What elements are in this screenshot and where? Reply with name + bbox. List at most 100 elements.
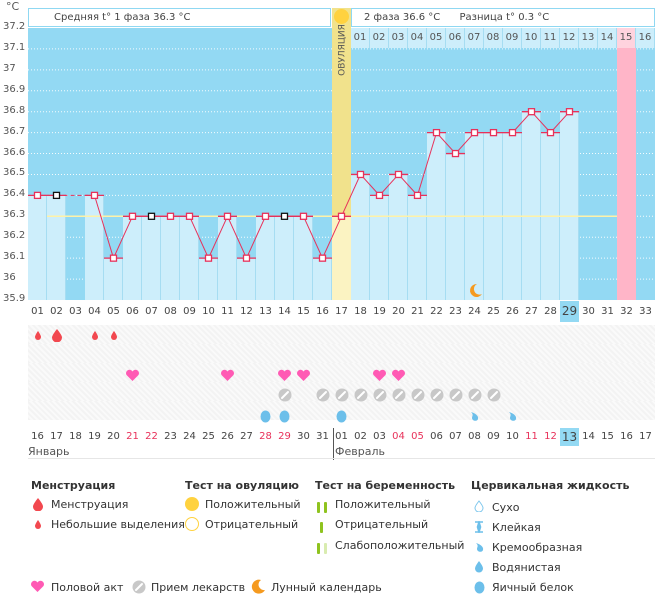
temperature-line (227, 216, 247, 259)
cervical-event[interactable] (332, 408, 351, 424)
bbt-chart: ОВУЛЯЦИЯ (28, 8, 655, 300)
pill-icon (392, 388, 405, 402)
menstruation-event[interactable] (85, 327, 104, 343)
pill-icon (468, 388, 481, 402)
month-divider (333, 428, 334, 460)
temperature-point (185, 212, 194, 220)
temperature-point (166, 212, 175, 220)
temperature-point (318, 254, 327, 262)
intercourse-event[interactable] (389, 367, 408, 383)
cervical-event[interactable] (275, 408, 294, 424)
intercourse-event[interactable] (294, 367, 313, 383)
phase1-summary: Средняя t° 1 фаза 36.3 °С (28, 8, 331, 27)
temperature-point (204, 254, 213, 262)
cervical-creamy-icon (476, 543, 484, 552)
next-cycle-day: 12 (560, 28, 579, 48)
temperature-point (337, 212, 346, 220)
temperature-line (189, 216, 209, 259)
temperature-bar (123, 216, 142, 300)
legend-pregnancy-weak: Слабоположительный (335, 539, 465, 552)
legend-spotting: Небольшие выделения (51, 518, 185, 531)
menstruation-event[interactable] (104, 327, 123, 343)
calendar-date: 28 (259, 431, 272, 442)
medication-event[interactable] (351, 387, 370, 403)
medication-event[interactable] (427, 387, 446, 403)
intercourse-event[interactable] (370, 367, 389, 383)
heart-icon (126, 369, 139, 381)
y-tick-label: 36.8 (3, 104, 26, 116)
medication-event[interactable] (389, 387, 408, 403)
next-cycle-day: 04 (408, 28, 427, 48)
medication-event[interactable] (408, 387, 427, 403)
heart-icon (297, 369, 310, 381)
temperature-point (565, 108, 574, 116)
intercourse-event[interactable] (123, 367, 142, 383)
phase2-average: 2 фаза 36.6 °С (364, 12, 441, 23)
intercourse-heart-icon (31, 580, 44, 592)
cervical-event[interactable] (465, 408, 484, 424)
pill-icon (278, 388, 291, 402)
medication-event[interactable] (446, 387, 465, 403)
calendar-date: 17 (50, 431, 63, 442)
menstruation-event[interactable] (28, 327, 47, 343)
calendar-date: 03 (373, 431, 386, 442)
cycle-day-label: 23 (449, 306, 462, 317)
next-cycle-day: 05 (427, 28, 446, 48)
next-cycle-day: 16 (636, 28, 655, 48)
moon-icon (251, 579, 265, 594)
cycle-day-label: 03 (69, 306, 82, 317)
y-tick-label: 36 (3, 272, 16, 284)
cycle-day-label: 18 (354, 306, 367, 317)
medication-event[interactable] (313, 387, 332, 403)
legend-ovulation-negative: Отрицательный (205, 518, 299, 531)
cycle-day-label: 27 (525, 306, 538, 317)
eggwhite-icon (336, 410, 347, 423)
temperature-bar (389, 174, 408, 300)
menstruation-event[interactable] (47, 327, 66, 343)
intercourse-event[interactable] (275, 367, 294, 383)
eggwhite-icon (260, 410, 271, 423)
y-tick-label: 36.1 (3, 251, 26, 263)
next-cycle-day: 09 (503, 28, 522, 48)
temperature-bar (275, 216, 294, 300)
medication-event[interactable] (370, 387, 389, 403)
phase1-average: Средняя t° 1 фаза 36.3 °С (54, 12, 191, 23)
y-tick-label: 36.7 (3, 125, 26, 137)
medication-event[interactable] (484, 387, 503, 403)
cycle-day-label: 08 (164, 306, 177, 317)
calendar-date: 06 (430, 431, 443, 442)
calendar-date: 31 (316, 431, 329, 442)
calendar-date: 10 (506, 431, 519, 442)
pill-icon (373, 388, 386, 402)
temperature-point (489, 128, 498, 137)
cycle-day-label: 26 (506, 306, 519, 317)
temperature-bar (351, 174, 370, 300)
calendar-date: 12 (544, 431, 557, 442)
spotting-drop-icon (91, 330, 98, 340)
temperature-bar (294, 216, 313, 300)
cycle-day-label: 13 (259, 306, 272, 317)
next-cycle-day: 03 (389, 28, 408, 48)
cervical-event[interactable] (256, 408, 275, 424)
cervical-event[interactable] (503, 408, 522, 424)
cycle-day-label: 30 (582, 306, 595, 317)
heart-icon (221, 369, 234, 381)
y-tick-label: 37.2 (3, 21, 26, 32)
cycle-day-label: 22 (430, 306, 443, 317)
temperature-bar (47, 195, 66, 300)
temperature-point (90, 191, 99, 200)
temperature-point (413, 191, 422, 200)
medication-event[interactable] (465, 387, 484, 403)
intercourse-event[interactable] (218, 367, 237, 383)
legend-pregnancy-negative: Отрицательный (335, 518, 429, 531)
temperature-bar (408, 195, 427, 300)
calendar-date: 18 (69, 431, 82, 442)
legend-cervical-dry: Сухо (492, 501, 520, 514)
next-cycle-day: 02 (370, 28, 389, 48)
medication-event[interactable] (275, 387, 294, 403)
legend-ovulation-test-title: Тест на овуляцию (185, 479, 299, 492)
cycle-day-label: 17 (335, 306, 348, 317)
medication-event[interactable] (332, 387, 351, 403)
legend-moon: Лунный календарь (271, 581, 382, 594)
cycle-day-label: 25 (487, 306, 500, 317)
